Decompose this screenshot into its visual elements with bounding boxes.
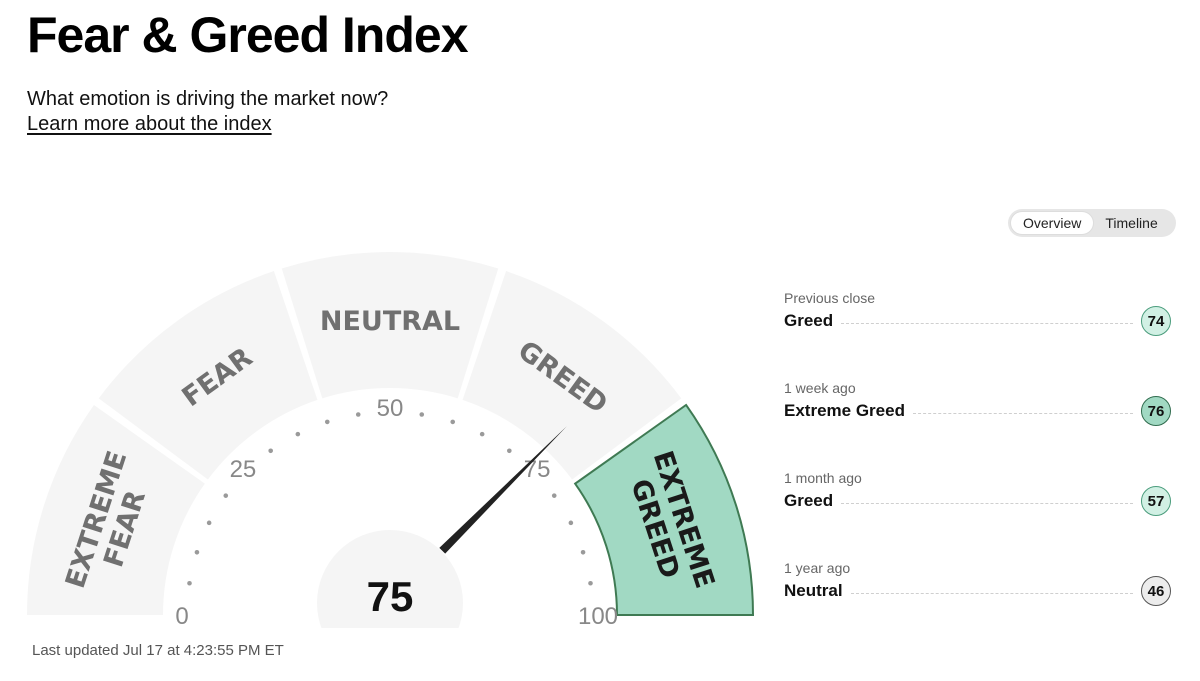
page-title: Fear & Greed Index	[27, 7, 468, 63]
history-status: Greed	[784, 491, 834, 510]
history-leader-line	[850, 592, 1133, 594]
scale-tick	[450, 419, 456, 425]
history-status: Neutral	[784, 581, 843, 600]
scale-tick	[187, 580, 192, 586]
scale-tick	[551, 493, 557, 498]
history-value-badge: 76	[1141, 396, 1171, 426]
page-subtitle: What emotion is driving the market now?	[27, 88, 389, 110]
history-row: Extreme Greed 76	[784, 396, 1176, 426]
tab-overview[interactable]: Overview	[1011, 212, 1094, 234]
history-leader-line	[841, 502, 1133, 504]
history-row: Greed 57	[784, 486, 1176, 516]
scale-tick	[580, 549, 586, 555]
scale-label-50: 50	[377, 395, 404, 422]
fear-greed-gauge: EXTREMEFEARFEARNEUTRALGREEDEXTREMEGREED0…	[0, 251, 780, 640]
history-list: Previous close Greed 74 1 week ago Extreme G…	[784, 290, 1176, 650]
history-period: Previous close	[784, 290, 876, 306]
history-item: Previous close Greed 74	[784, 290, 1176, 380]
history-item: 1 month ago Greed 57	[784, 470, 1176, 560]
scale-tick	[194, 549, 200, 555]
segment-label-neutral: NEUTRAL	[320, 306, 460, 337]
gauge-hub	[317, 530, 463, 640]
gauge-value: 75	[367, 573, 414, 620]
history-row: Neutral 46	[784, 576, 1176, 606]
segment-extreme-fear	[27, 404, 205, 615]
history-value-badge: 57	[1141, 486, 1171, 516]
scale-tick	[295, 431, 301, 437]
learn-more-link[interactable]: Learn more about the index	[27, 113, 272, 135]
history-period: 1 year ago	[784, 560, 851, 576]
history-status: Greed	[784, 311, 834, 330]
scale-tick	[268, 448, 273, 454]
segment-neutral	[281, 251, 499, 399]
history-item: 1 year ago Neutral 46	[784, 560, 1176, 650]
history-value-badge: 74	[1141, 306, 1171, 336]
scale-label-100: 100	[578, 603, 618, 630]
scale-tick	[324, 419, 330, 425]
segment-label-extreme-greed: EXTREMEGREED	[618, 447, 720, 601]
scale-tick	[507, 448, 512, 454]
scale-tick	[223, 493, 229, 498]
segment-extreme-greed	[573, 403, 755, 616]
history-leader-line	[841, 322, 1133, 324]
scale-label-25: 25	[230, 456, 257, 483]
history-value-badge: 46	[1141, 576, 1171, 606]
last-updated: Last updated Jul 17 at 4:23:55 PM ET	[32, 642, 284, 659]
segment-label-line: NEUTRAL	[320, 306, 460, 337]
segment-greed	[462, 271, 682, 480]
gauge-baseline-mask	[0, 628, 780, 640]
history-leader-line	[912, 412, 1133, 414]
tab-timeline[interactable]: Timeline	[1105, 215, 1158, 231]
scale-tick	[419, 412, 425, 417]
scale-tick	[355, 412, 361, 417]
scale-tick	[588, 580, 593, 586]
history-row: Greed 74	[784, 306, 1176, 336]
scale-label-0: 0	[175, 603, 188, 630]
history-status: Extreme Greed	[784, 401, 905, 420]
segment-fear	[98, 271, 318, 480]
scale-label-75: 75	[524, 456, 551, 483]
history-period: 1 week ago	[784, 380, 856, 396]
history-item: 1 week ago Extreme Greed 76	[784, 380, 1176, 470]
scale-tick	[479, 431, 485, 437]
scale-tick	[568, 520, 574, 526]
gauge-needle	[439, 426, 567, 554]
history-period: 1 month ago	[784, 470, 862, 486]
view-toggle: Overview Timeline	[1008, 209, 1176, 237]
scale-tick	[206, 520, 212, 526]
